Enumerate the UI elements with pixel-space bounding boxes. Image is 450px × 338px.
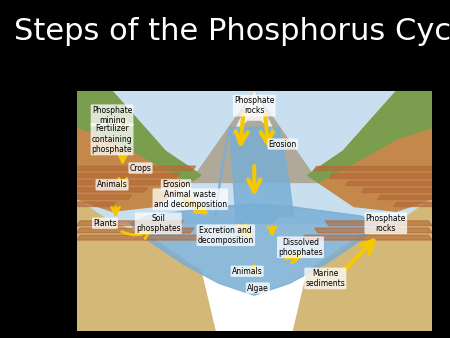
Polygon shape [304, 235, 432, 240]
Polygon shape [393, 202, 432, 207]
Text: Erosion: Erosion [162, 180, 190, 189]
Polygon shape [215, 127, 293, 223]
Polygon shape [76, 221, 183, 226]
Text: Erosion: Erosion [269, 140, 297, 149]
Polygon shape [76, 166, 196, 170]
Polygon shape [308, 91, 432, 183]
Polygon shape [130, 204, 379, 295]
Text: Animals: Animals [97, 180, 127, 189]
Polygon shape [361, 188, 432, 192]
Text: Dissolved
phosphates: Dissolved phosphates [278, 238, 323, 257]
Text: Excretion and
decomposition: Excretion and decomposition [198, 225, 254, 245]
Polygon shape [76, 91, 432, 223]
Text: Steps of the Phosphorus Cycle: Steps of the Phosphorus Cycle [14, 18, 450, 46]
Polygon shape [325, 221, 432, 226]
Text: Soil
phosphates: Soil phosphates [136, 214, 180, 233]
Text: Animal waste
and decomposition: Animal waste and decomposition [154, 190, 227, 209]
Polygon shape [76, 91, 201, 183]
Polygon shape [76, 202, 116, 207]
Text: Marine
sediments: Marine sediments [306, 269, 345, 288]
Text: Phosphate
mining: Phosphate mining [92, 105, 132, 125]
Polygon shape [190, 91, 318, 183]
Text: Algae: Algae [247, 284, 269, 293]
Polygon shape [76, 195, 131, 199]
Text: Phosphate
rocks: Phosphate rocks [365, 214, 406, 233]
Text: Plants: Plants [93, 219, 117, 228]
Polygon shape [76, 180, 164, 185]
Polygon shape [76, 228, 194, 233]
Polygon shape [313, 166, 432, 170]
Text: Phosphate
rocks: Phosphate rocks [234, 96, 274, 115]
Text: Fertilizer
containing
phosphate: Fertilizer containing phosphate [92, 124, 132, 154]
Polygon shape [76, 199, 215, 331]
Polygon shape [76, 173, 180, 178]
Polygon shape [76, 188, 148, 192]
Polygon shape [293, 199, 432, 331]
Polygon shape [76, 235, 204, 240]
Polygon shape [76, 91, 201, 211]
Text: Crops: Crops [130, 164, 152, 173]
Polygon shape [315, 228, 432, 233]
Polygon shape [377, 195, 432, 199]
Polygon shape [308, 91, 432, 211]
Text: Animals: Animals [232, 267, 262, 276]
Polygon shape [233, 91, 275, 135]
Polygon shape [329, 173, 432, 178]
Polygon shape [345, 180, 432, 185]
